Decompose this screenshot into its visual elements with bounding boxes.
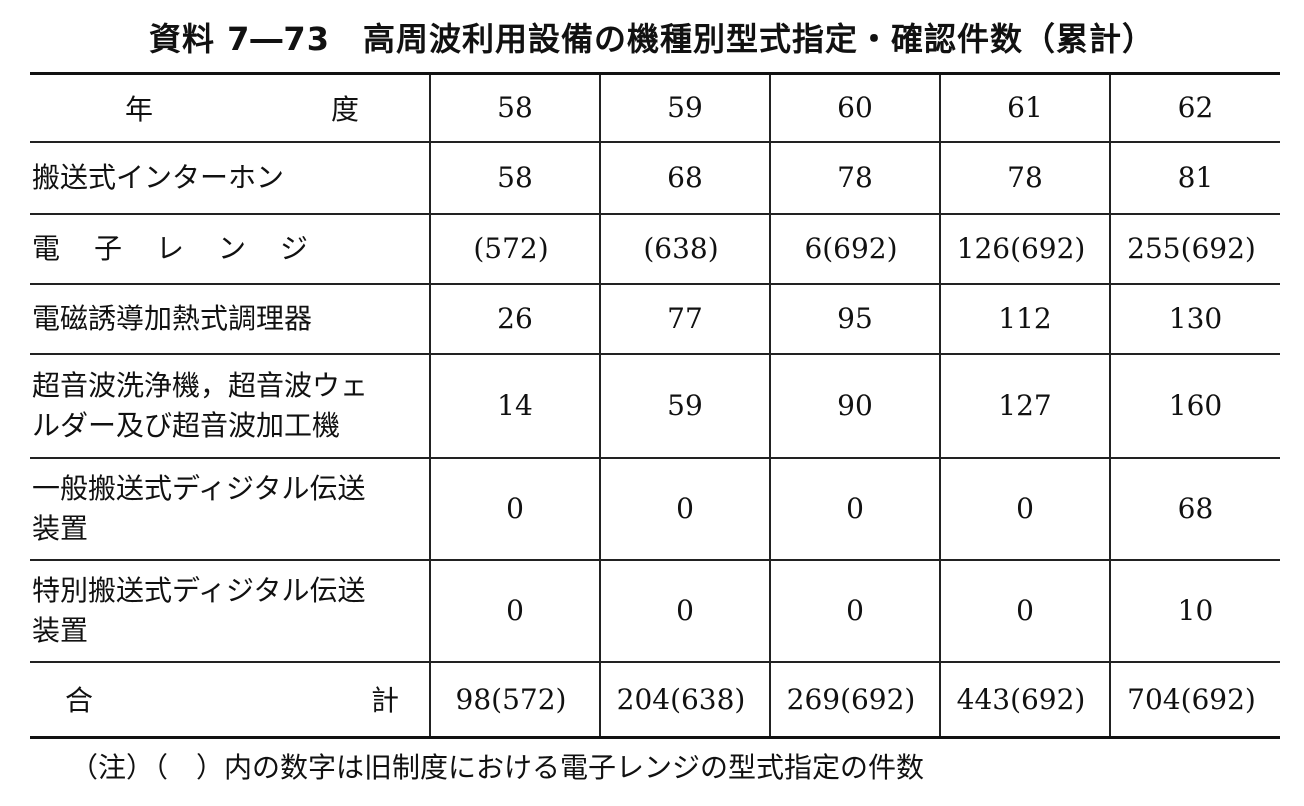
total-cell: 704(692) (1109, 660, 1280, 739)
header-year-cell: 59 (599, 72, 770, 142)
header-year-label: 年 度 (30, 72, 430, 142)
value-cell: 59 (599, 352, 770, 458)
total-cell: 204(638) (599, 660, 770, 739)
value-cell: 126(692) (939, 212, 1110, 284)
value-cell: 0 (599, 558, 770, 662)
value-cell: 112 (939, 282, 1110, 354)
value-cell: (572) (429, 212, 600, 284)
total-row: 合 計 98(572) 204(638) 269(692) 443(692) 7… (30, 660, 1280, 739)
value-cell: 160 (1109, 352, 1280, 458)
header-year-cell: 62 (1109, 72, 1280, 142)
page-title: 資料 7―73 高周波利用設備の機種別型式指定・確認件数（累計） (149, 20, 1155, 58)
total-label-right: 計 (370, 684, 399, 718)
value-cell: 0 (599, 456, 770, 560)
header-year-cell: 61 (939, 72, 1110, 142)
value-cell: 0 (769, 558, 940, 662)
value-cell: 130 (1109, 282, 1280, 354)
row-label-line: 装置 (32, 511, 89, 545)
value-cell: 127 (939, 352, 1110, 458)
value-cell: 68 (1109, 456, 1280, 560)
value-cell: 90 (769, 352, 940, 458)
row-label: 電磁誘導加熱式調理器 (30, 282, 430, 354)
header-label-right: 度 (330, 92, 359, 126)
value-cell: 78 (769, 140, 940, 214)
row-label: 搬送式インターホン (30, 140, 430, 214)
footnote: （注）（ ）内の数字は旧制度における電子レンジの型式指定の件数 (70, 751, 925, 784)
row-label: 一般搬送式ディジタル伝送 装置 (30, 456, 430, 560)
row-label-line: 一般搬送式ディジタル伝送 (32, 471, 366, 505)
value-cell: 0 (939, 558, 1110, 662)
value-cell: 77 (599, 282, 770, 354)
value-cell: 95 (769, 282, 940, 354)
table-row: 超音波洗浄機，超音波ウェ ルダー及び超音波加工機 14 59 90 127 16… (30, 352, 1280, 458)
statistics-table: 年 度 58 59 60 61 62 搬送式インターホン 58 68 78 78… (30, 72, 1280, 739)
total-label-left: 合 (65, 684, 94, 718)
value-cell: (638) (599, 212, 770, 284)
value-cell: 81 (1109, 140, 1280, 214)
value-cell: 78 (939, 140, 1110, 214)
row-label-line: 超音波洗浄機，超音波ウェ (32, 368, 369, 402)
value-cell: 68 (599, 140, 770, 214)
value-cell: 0 (429, 558, 600, 662)
table-row: 電磁誘導加熱式調理器 26 77 95 112 130 (30, 282, 1280, 354)
total-cell: 98(572) (429, 660, 600, 739)
table-row: 搬送式インターホン 58 68 78 78 81 (30, 140, 1280, 214)
total-cell: 443(692) (939, 660, 1110, 739)
row-label-line: 特別搬送式ディジタル伝送 (32, 573, 366, 607)
value-cell: 58 (429, 140, 600, 214)
value-cell: 0 (769, 456, 940, 560)
value-cell: 26 (429, 282, 600, 354)
table-row: 一般搬送式ディジタル伝送 装置 0 0 0 0 68 (30, 456, 1280, 560)
header-label-left: 年 (125, 92, 154, 126)
value-cell: 6(692) (769, 212, 940, 284)
header-row: 年 度 58 59 60 61 62 (30, 72, 1280, 142)
value-cell: 255(692) (1109, 212, 1280, 284)
table-row: 特別搬送式ディジタル伝送 装置 0 0 0 0 10 (30, 558, 1280, 662)
header-year-cell: 60 (769, 72, 940, 142)
row-label-line: 装置 (32, 613, 89, 647)
row-label-line: ルダー及び超音波加工機 (32, 408, 341, 442)
total-cell: 269(692) (769, 660, 940, 739)
row-label: 電子レンジ (30, 212, 430, 284)
value-cell: 10 (1109, 558, 1280, 662)
header-year-cell: 58 (429, 72, 600, 142)
value-cell: 14 (429, 352, 600, 458)
row-label: 超音波洗浄機，超音波ウェ ルダー及び超音波加工機 (30, 352, 430, 458)
table-row: 電子レンジ (572) (638) 6(692) 126(692) 255(69… (30, 212, 1280, 284)
row-label: 特別搬送式ディジタル伝送 装置 (30, 558, 430, 662)
total-label: 合 計 (30, 660, 430, 739)
value-cell: 0 (939, 456, 1110, 560)
value-cell: 0 (429, 456, 600, 560)
